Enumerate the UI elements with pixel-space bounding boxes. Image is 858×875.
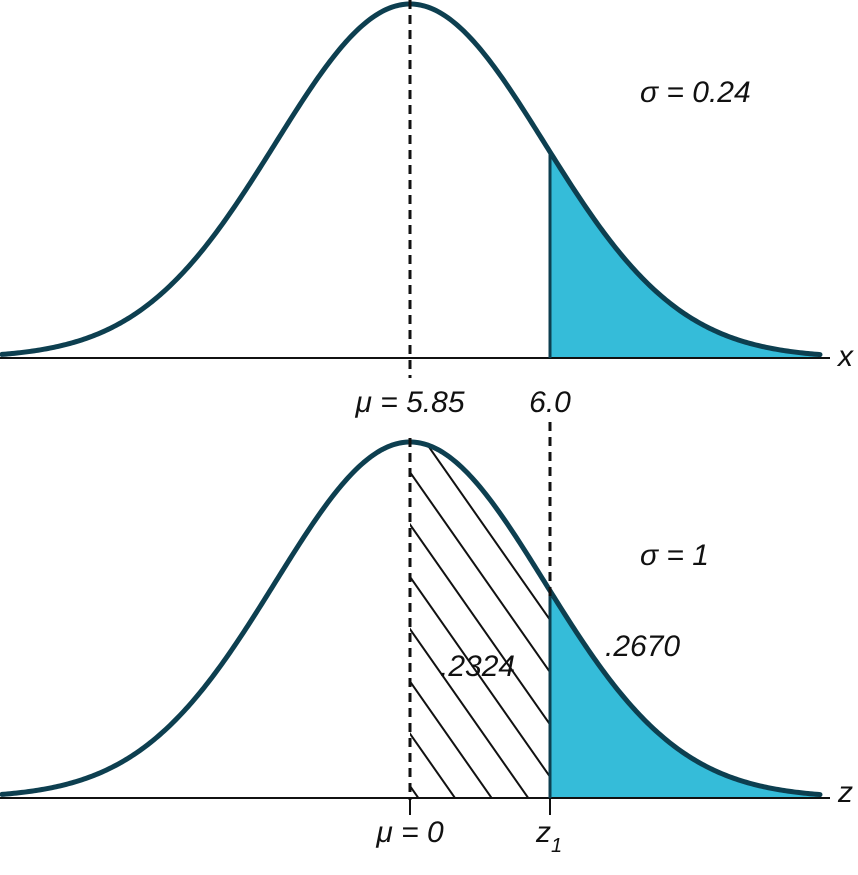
top-sigma-label: σ = 0.24 bbox=[640, 76, 751, 109]
tail-area bbox=[550, 590, 820, 798]
top-mean-label: μ = 5.85 bbox=[354, 386, 464, 419]
top-axis-label: x bbox=[836, 340, 854, 373]
shapes bbox=[0, 0, 830, 815]
bottom-value-label: z1 bbox=[535, 816, 562, 857]
middle-area-label: .2324 bbox=[440, 650, 515, 683]
bottom-mean-label: μ = 0 bbox=[375, 816, 444, 849]
tail-area bbox=[550, 151, 820, 358]
bottom-sigma-label: σ = 1 bbox=[640, 539, 709, 572]
top-value-label: 6.0 bbox=[529, 386, 571, 419]
hatched-area bbox=[410, 442, 550, 798]
bottom-axis-label: z bbox=[837, 776, 853, 809]
z-label: z bbox=[535, 816, 551, 849]
z-subscript: 1 bbox=[551, 835, 562, 857]
tail-area-label: .2670 bbox=[605, 630, 680, 663]
